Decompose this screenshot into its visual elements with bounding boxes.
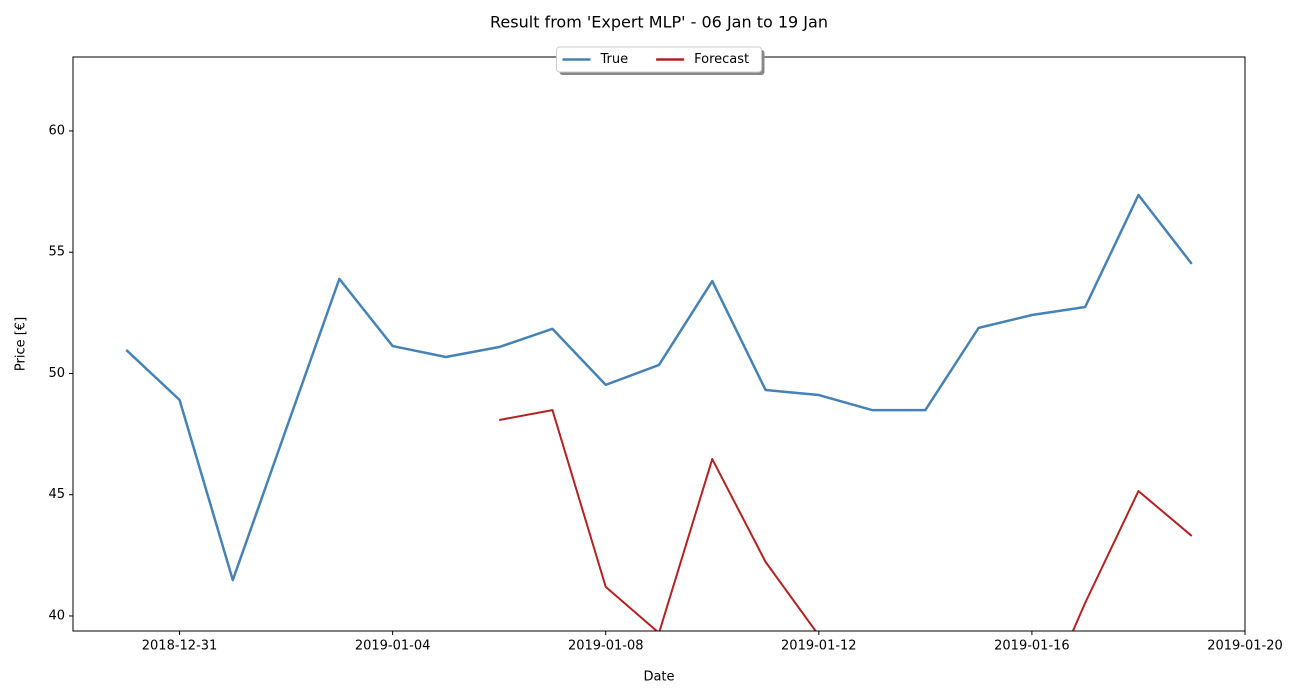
x-tick-label: 2019-01-04: [355, 639, 431, 654]
plot-lines: [125, 193, 1193, 631]
y-tick-label: 55: [48, 245, 65, 260]
x-tick-label: 2019-01-20: [1207, 639, 1283, 654]
x-tick-label: 2018-12-31: [142, 639, 218, 654]
x-axis-label: Date: [643, 670, 674, 685]
chart-title: Result from 'Expert MLP' - 06 Jan to 19 …: [490, 13, 828, 32]
x-tick-label: 2019-01-08: [568, 639, 644, 654]
series-line: [498, 409, 1193, 631]
y-tick-label: 60: [48, 123, 65, 138]
x-tick-label: 2019-01-12: [781, 639, 857, 654]
x-tick-label: 2019-01-16: [994, 639, 1070, 654]
series-line: [125, 193, 1193, 582]
y-tick-label: 45: [48, 487, 65, 502]
y-tick-label: 50: [48, 366, 65, 381]
legend-label: Forecast: [694, 52, 749, 67]
y-tick-label: 40: [48, 608, 65, 623]
y-axis-label: Price [€]: [14, 317, 29, 371]
legend-label: True: [600, 52, 629, 67]
